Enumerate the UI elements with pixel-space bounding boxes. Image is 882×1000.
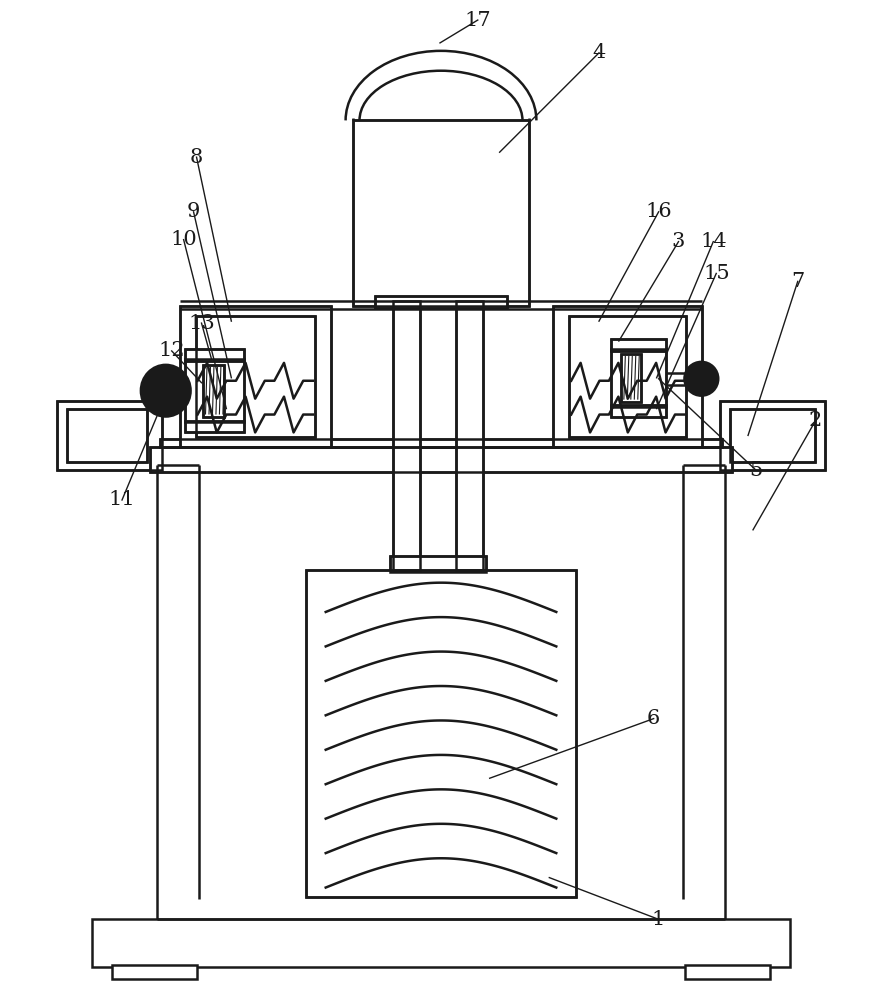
Bar	[391, 556, 486, 572]
Text: 10: 10	[170, 230, 197, 249]
Bar	[67, 409, 147, 462]
Bar	[184, 359, 244, 422]
Bar	[611, 339, 666, 351]
Text: 8: 8	[190, 148, 203, 167]
Text: 11: 11	[108, 490, 136, 509]
Bar	[456, 301, 482, 570]
Text: 3: 3	[672, 232, 685, 251]
Bar	[196, 316, 315, 437]
Bar	[57, 401, 161, 470]
Bar	[569, 316, 686, 437]
Bar	[730, 409, 815, 462]
Bar	[203, 365, 224, 417]
Bar	[553, 306, 702, 447]
Bar	[184, 349, 244, 361]
Text: 4: 4	[593, 43, 606, 62]
Bar	[730, 409, 815, 462]
Text: 15: 15	[703, 264, 729, 283]
Bar	[203, 365, 224, 417]
Bar	[353, 120, 529, 306]
Bar	[685, 965, 770, 979]
Bar	[150, 447, 732, 472]
Bar	[306, 570, 576, 897]
Bar	[621, 354, 640, 402]
Bar	[611, 349, 666, 407]
Text: 16: 16	[646, 202, 672, 221]
Bar	[67, 409, 147, 462]
Bar	[393, 301, 420, 570]
Bar	[57, 401, 161, 470]
Bar	[150, 447, 732, 472]
Bar	[621, 354, 640, 402]
Bar	[180, 306, 331, 447]
Bar	[393, 301, 420, 570]
Bar	[160, 439, 722, 447]
Bar	[160, 439, 722, 447]
Bar	[611, 349, 666, 407]
Bar	[721, 401, 825, 470]
Text: 9: 9	[187, 202, 200, 221]
Circle shape	[684, 362, 718, 396]
Text: 12: 12	[159, 341, 185, 360]
Text: 14: 14	[700, 232, 727, 251]
Bar	[611, 405, 666, 417]
Bar	[353, 120, 529, 306]
Bar	[376, 296, 506, 308]
Bar	[196, 316, 315, 437]
Bar	[611, 405, 666, 417]
Text: 6: 6	[647, 709, 661, 728]
Bar	[112, 965, 197, 979]
Bar	[611, 339, 666, 351]
Bar	[180, 306, 331, 447]
Bar	[569, 316, 686, 437]
Bar	[184, 421, 244, 432]
Text: 1: 1	[652, 910, 665, 929]
Text: 5: 5	[750, 461, 763, 480]
Ellipse shape	[141, 365, 191, 417]
Bar	[93, 919, 789, 967]
Bar	[306, 570, 576, 897]
Bar	[721, 401, 825, 470]
Bar	[456, 301, 482, 570]
Bar	[184, 349, 244, 361]
Text: 13: 13	[188, 314, 215, 333]
Bar	[391, 556, 486, 572]
Text: 17: 17	[465, 11, 491, 30]
Bar	[184, 421, 244, 432]
Text: 7: 7	[791, 272, 804, 291]
Bar	[376, 296, 506, 308]
Text: 2: 2	[809, 411, 822, 430]
Bar	[184, 359, 244, 422]
Bar	[553, 306, 702, 447]
